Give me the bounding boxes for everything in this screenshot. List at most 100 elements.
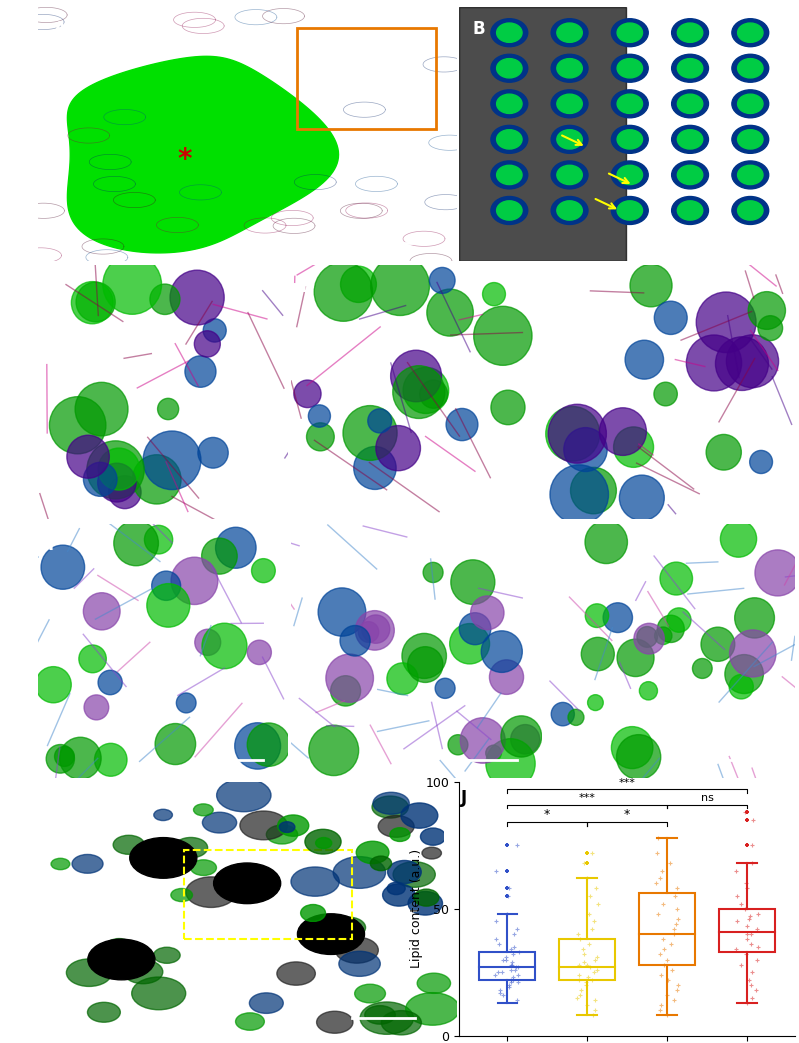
Circle shape	[619, 476, 664, 520]
Point	[506, 956, 519, 973]
Point	[654, 997, 667, 1014]
Bar	[719, 908, 775, 952]
Circle shape	[41, 545, 85, 589]
Point	[738, 804, 751, 821]
Point	[750, 951, 763, 968]
Circle shape	[625, 340, 663, 380]
Circle shape	[497, 129, 522, 149]
Point	[669, 916, 682, 932]
Circle shape	[672, 125, 709, 153]
Circle shape	[474, 307, 532, 365]
Point	[592, 895, 605, 912]
Circle shape	[383, 883, 415, 906]
Circle shape	[247, 723, 290, 767]
Circle shape	[407, 647, 443, 682]
Point	[496, 987, 509, 1003]
Point	[503, 976, 516, 993]
Point	[654, 1002, 667, 1019]
Circle shape	[551, 196, 588, 224]
Point	[741, 930, 753, 947]
Circle shape	[678, 23, 703, 43]
Point	[656, 863, 669, 879]
Point	[489, 930, 502, 947]
Circle shape	[611, 90, 648, 118]
Circle shape	[153, 947, 180, 964]
Point	[503, 880, 516, 897]
Circle shape	[617, 94, 642, 114]
Point	[513, 944, 526, 961]
Point	[664, 854, 677, 871]
Text: ns: ns	[701, 794, 714, 803]
Circle shape	[98, 448, 140, 490]
Point	[658, 956, 670, 973]
Point	[490, 863, 503, 879]
Circle shape	[35, 666, 71, 703]
Circle shape	[551, 19, 588, 47]
Circle shape	[491, 19, 528, 47]
Point	[652, 829, 665, 846]
Circle shape	[617, 23, 642, 43]
Circle shape	[235, 723, 280, 769]
Circle shape	[201, 538, 237, 574]
Point	[501, 888, 514, 904]
Point	[650, 845, 663, 862]
Circle shape	[557, 201, 582, 220]
Polygon shape	[74, 62, 332, 248]
Point	[572, 956, 585, 973]
Point	[661, 951, 674, 968]
Circle shape	[318, 588, 366, 636]
Point	[738, 900, 751, 917]
Point	[590, 880, 602, 897]
Circle shape	[491, 390, 525, 425]
Point	[651, 905, 664, 922]
Circle shape	[145, 526, 173, 554]
Text: J: J	[461, 790, 467, 807]
Point	[573, 971, 586, 988]
Point	[671, 911, 684, 927]
Text: G3: G3	[12, 381, 26, 404]
Point	[512, 974, 525, 991]
Text: *: *	[177, 146, 192, 174]
Circle shape	[686, 335, 741, 391]
Circle shape	[729, 630, 776, 677]
Circle shape	[202, 812, 237, 833]
Circle shape	[171, 889, 193, 901]
Point	[508, 926, 521, 943]
Circle shape	[143, 431, 201, 489]
Circle shape	[693, 658, 712, 678]
Point	[504, 962, 517, 978]
Circle shape	[378, 816, 414, 838]
Point	[582, 905, 595, 922]
Circle shape	[672, 19, 709, 47]
Point	[742, 911, 755, 927]
Circle shape	[408, 892, 443, 915]
Circle shape	[66, 959, 112, 987]
Point	[654, 946, 667, 963]
Circle shape	[113, 520, 158, 565]
Circle shape	[614, 427, 654, 467]
Circle shape	[486, 738, 535, 789]
Circle shape	[672, 196, 709, 224]
Circle shape	[152, 572, 181, 601]
Circle shape	[387, 663, 418, 695]
Circle shape	[732, 196, 769, 224]
Point	[661, 987, 674, 1003]
Point	[586, 971, 598, 988]
Circle shape	[551, 54, 588, 82]
Point	[591, 962, 604, 978]
Point	[496, 964, 509, 980]
Circle shape	[737, 94, 763, 114]
Circle shape	[483, 283, 506, 306]
Circle shape	[490, 660, 523, 695]
Point	[573, 930, 586, 947]
Circle shape	[617, 201, 642, 220]
Circle shape	[420, 828, 446, 845]
Circle shape	[491, 90, 528, 118]
Bar	[639, 894, 695, 965]
Circle shape	[737, 58, 763, 78]
Circle shape	[388, 860, 421, 883]
Circle shape	[706, 435, 741, 470]
Point	[657, 941, 670, 957]
Point	[504, 971, 517, 988]
Point	[587, 964, 600, 980]
